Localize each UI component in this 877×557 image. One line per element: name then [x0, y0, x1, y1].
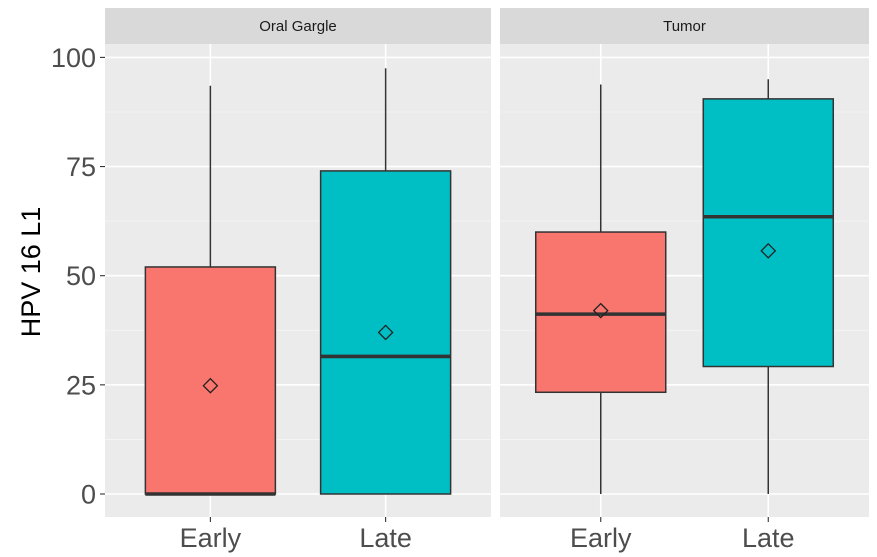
- x-tick-label: Early: [180, 523, 242, 553]
- y-tick-label: 100: [51, 43, 96, 73]
- facet-panel: Oral Gargle Early Late: [105, 8, 491, 553]
- x-tick-label: Late: [742, 523, 795, 553]
- facet-strip: [500, 8, 869, 44]
- iqr-box: [702, 98, 835, 368]
- facet-strip-label: Tumor: [663, 18, 706, 35]
- iqr-box: [144, 266, 277, 495]
- iqr-box: [534, 231, 667, 394]
- facet-strip-label: Oral Gargle: [259, 18, 337, 35]
- facet-panels: Oral Gargle Early Late Tumor Early Late: [105, 8, 869, 553]
- x-tick-label: Early: [570, 523, 632, 553]
- iqr-box: [319, 170, 452, 495]
- facet-strip: [105, 8, 491, 44]
- y-axis-title: HPV 16 L1: [16, 207, 46, 338]
- y-tick-label: 50: [66, 261, 96, 291]
- y-tick-label: 75: [66, 152, 96, 182]
- box-early: [534, 84, 667, 494]
- facet-panel: Tumor Early Late: [500, 8, 869, 553]
- mean-marker: [592, 302, 609, 319]
- x-tick-label: Late: [359, 523, 412, 553]
- box-late: [319, 68, 452, 495]
- mean-marker: [202, 377, 219, 394]
- mean-marker: [377, 324, 394, 341]
- y-tick-label: 25: [66, 370, 96, 400]
- box-late: [702, 79, 835, 494]
- box-early: [144, 85, 277, 496]
- y-tick-label: 0: [81, 480, 96, 510]
- y-axis: 0 25 50 75 100: [51, 43, 105, 510]
- mean-marker: [760, 242, 777, 259]
